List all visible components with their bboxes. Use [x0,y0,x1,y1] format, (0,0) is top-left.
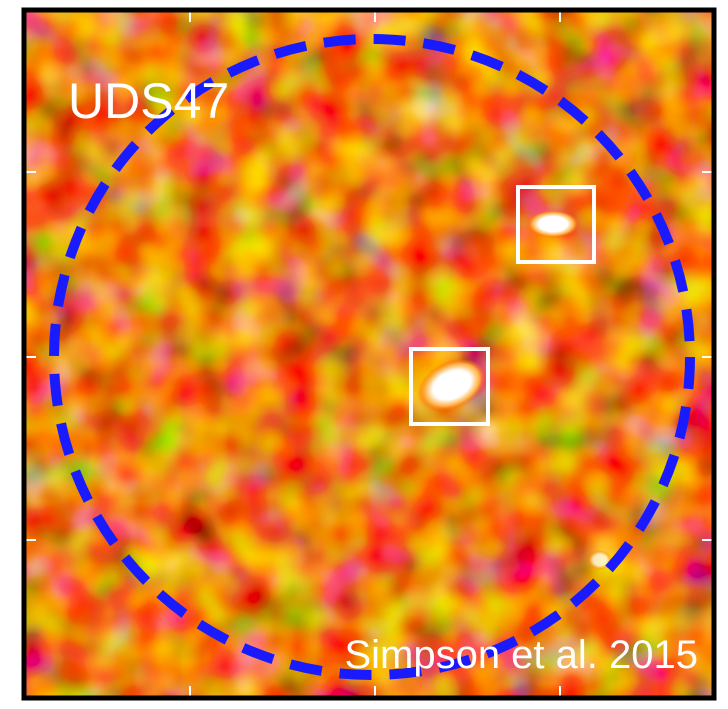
field-label: UDS47 [68,73,229,129]
source [527,210,579,238]
image: UDS47 Simpson et al. 2015 [0,0,728,709]
credit: Simpson et al. 2015 [344,633,698,677]
